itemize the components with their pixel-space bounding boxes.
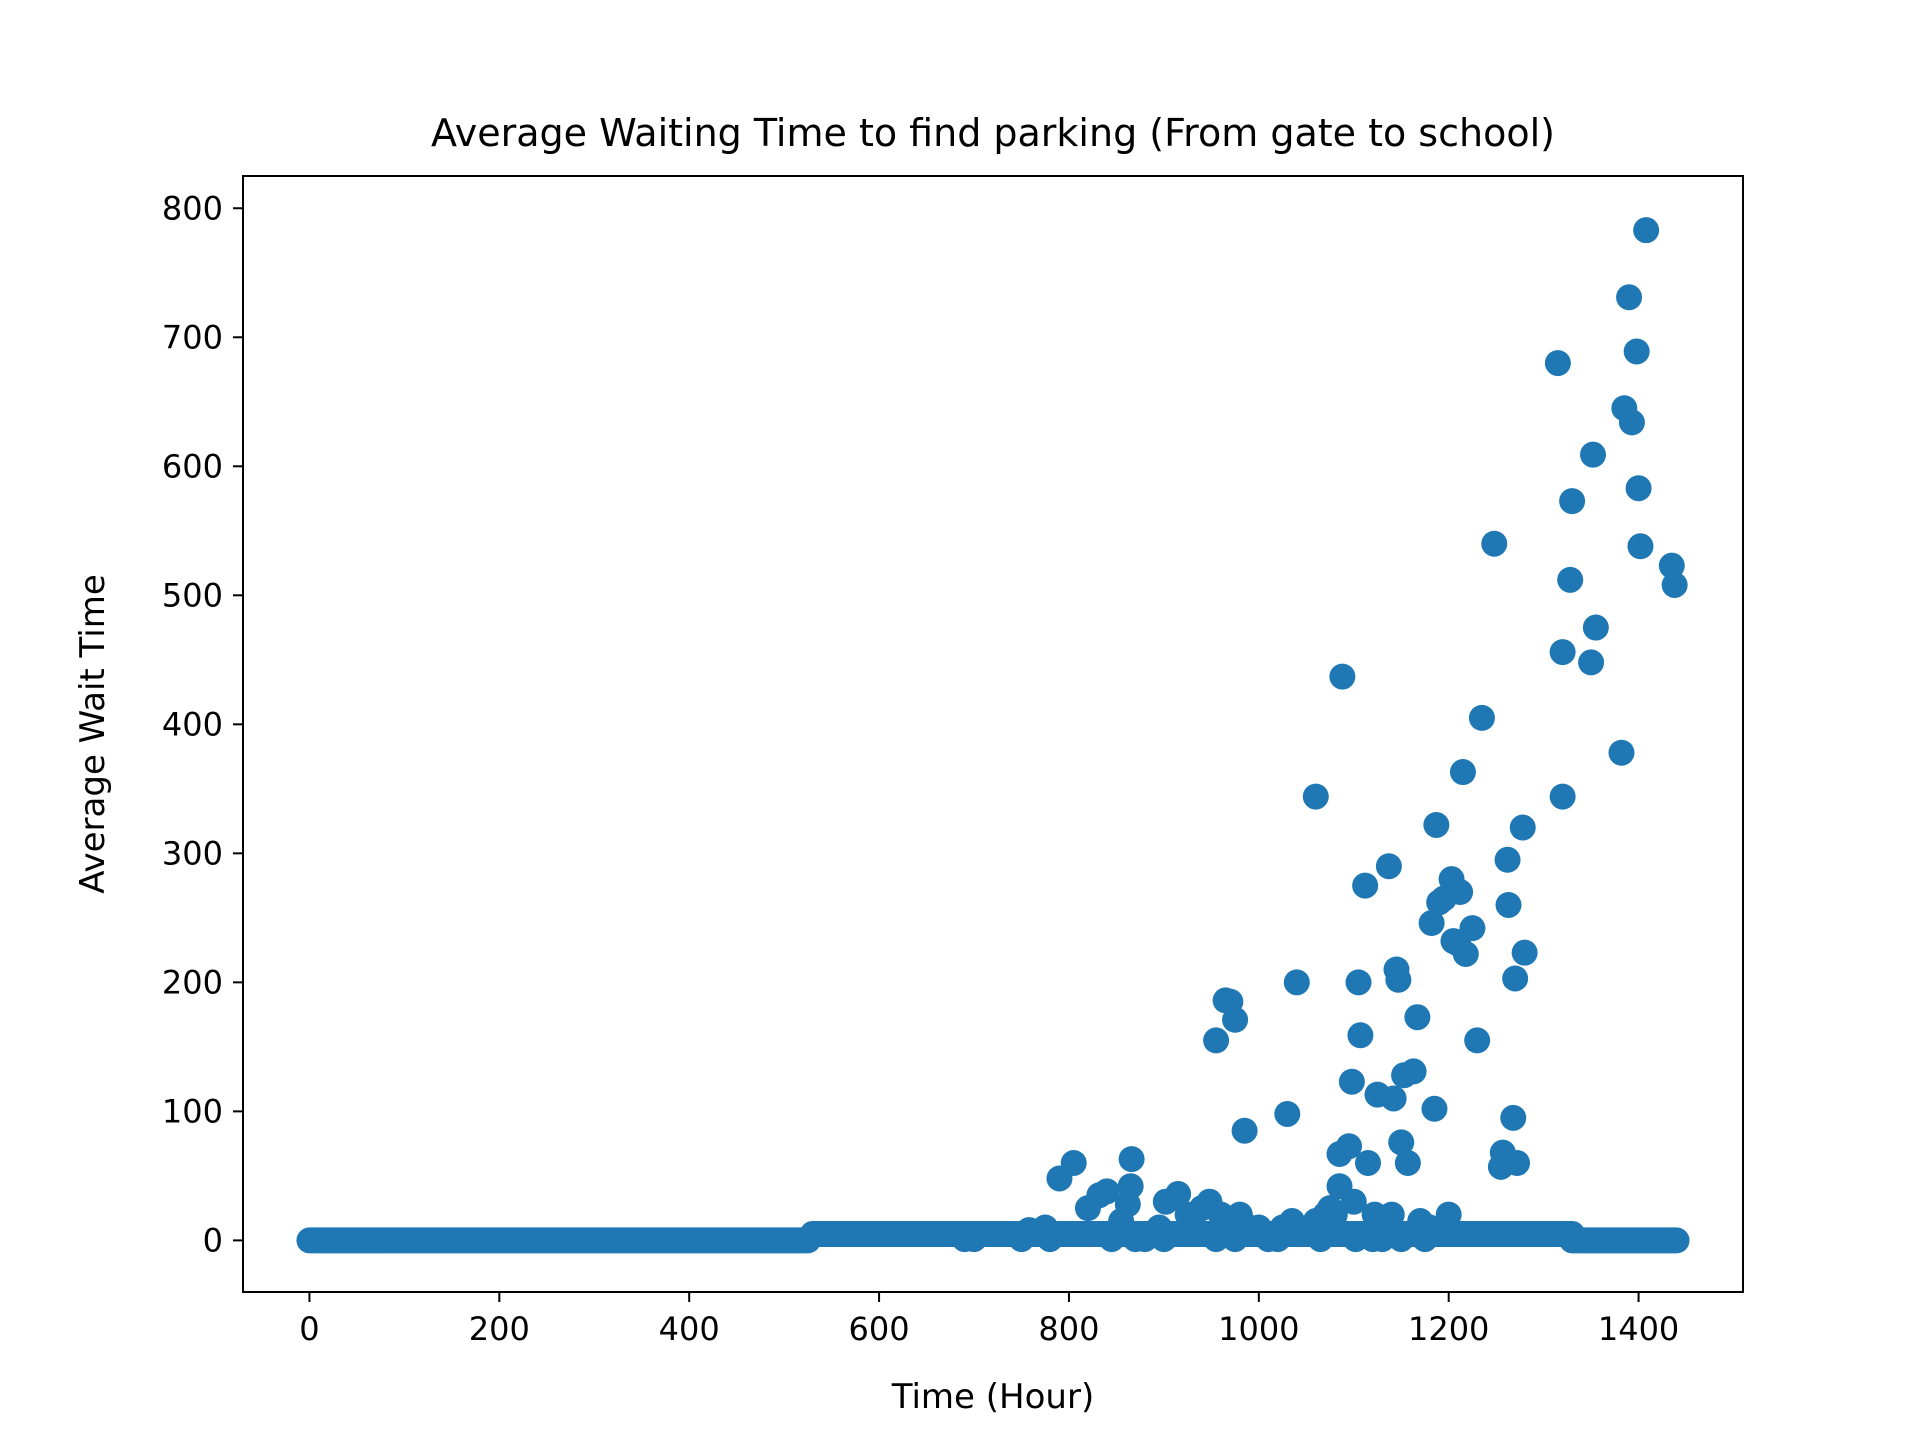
x-tick-label: 400 — [659, 1310, 720, 1348]
data-point — [1118, 1146, 1145, 1173]
data-point — [1418, 910, 1445, 937]
data-point — [961, 1226, 988, 1253]
x-tick-label: 1000 — [1218, 1310, 1299, 1348]
x-tick-label: 0 — [299, 1310, 319, 1348]
data-point — [1274, 1100, 1301, 1127]
data-point — [1421, 1095, 1448, 1122]
plot-area-frame — [242, 175, 1744, 1293]
data-point — [1580, 441, 1606, 468]
y-axis-label: Average Wait Time — [73, 574, 113, 894]
data-point — [1633, 217, 1660, 244]
data-point — [1549, 783, 1576, 810]
data-point — [1449, 759, 1476, 786]
x-axis-ticks: 0 200 400 600 800 1000 1200 1400 — [299, 1292, 1679, 1348]
data-point — [1447, 879, 1474, 906]
data-point — [1627, 533, 1654, 560]
data-point — [1369, 1226, 1396, 1253]
data-point — [1355, 1149, 1381, 1176]
data-point — [1388, 1226, 1415, 1253]
data-point — [1464, 1027, 1491, 1054]
data-point — [1307, 1226, 1334, 1253]
data-point — [1388, 1129, 1415, 1156]
data-point — [1400, 1058, 1427, 1085]
data-point — [1578, 649, 1605, 676]
data-point — [1203, 1027, 1230, 1054]
data-point — [1283, 969, 1310, 996]
data-point — [1616, 284, 1643, 311]
data-point — [1378, 1201, 1405, 1228]
x-tick-label: 800 — [1038, 1310, 1099, 1348]
x-tick-label: 600 — [849, 1310, 910, 1348]
data-point — [1345, 969, 1372, 996]
data-point — [1504, 1149, 1531, 1176]
data-point — [1336, 1133, 1363, 1160]
data-point — [1481, 530, 1508, 557]
data-point — [1544, 350, 1571, 377]
data-point — [1231, 1117, 1258, 1144]
data-point — [1207, 1201, 1234, 1228]
data-point — [1347, 1022, 1374, 1049]
y-tick-label: 700 — [162, 318, 223, 356]
data-point — [1150, 1226, 1177, 1253]
data-point — [1495, 891, 1522, 918]
y-tick-label: 400 — [162, 705, 223, 743]
data-point — [1302, 783, 1329, 810]
data-point — [1404, 1004, 1431, 1031]
data-point — [1203, 1226, 1230, 1253]
data-point — [1661, 571, 1688, 598]
data-point — [1385, 966, 1412, 993]
y-tick-label: 500 — [162, 576, 223, 614]
data-point — [1582, 614, 1609, 641]
x-axis-label: Time (Hour) — [891, 1377, 1094, 1417]
data-point — [1117, 1173, 1144, 1200]
data-point — [1557, 566, 1584, 593]
data-point — [1340, 1188, 1367, 1215]
chart-title: Average Waiting Time to find parking (Fr… — [431, 111, 1555, 155]
data-point — [1500, 1104, 1527, 1131]
data-point — [1468, 704, 1495, 731]
data-point — [1625, 475, 1652, 502]
data-point — [1509, 814, 1536, 841]
data-point — [1435, 1201, 1462, 1228]
data-point — [1452, 940, 1479, 967]
data-point — [1036, 1226, 1063, 1253]
data-point — [1459, 915, 1486, 942]
data-point — [1093, 1178, 1120, 1205]
data-point — [1559, 488, 1586, 515]
y-tick-label: 800 — [162, 189, 223, 227]
y-tick-label: 100 — [162, 1092, 223, 1130]
y-tick-label: 0 — [203, 1221, 223, 1259]
data-point — [1494, 846, 1521, 873]
data-point — [1658, 552, 1685, 579]
data-point — [1352, 872, 1379, 899]
data-points — [296, 217, 1690, 1254]
x-tick-label: 200 — [469, 1310, 530, 1348]
data-point — [1423, 811, 1450, 838]
data-point — [1623, 338, 1650, 365]
data-point — [1549, 639, 1576, 666]
data-point — [1380, 1085, 1407, 1112]
data-point — [1618, 409, 1645, 436]
data-point — [1608, 739, 1635, 766]
y-axis-ticks: 0 100 200 300 400 500 600 700 800 — [162, 189, 243, 1259]
data-point — [1329, 663, 1356, 690]
data-point — [1511, 939, 1538, 966]
data-point — [1222, 1006, 1249, 1033]
data-point — [1502, 965, 1529, 992]
y-tick-label: 200 — [162, 963, 223, 1001]
data-point — [1375, 853, 1402, 880]
data-point — [1321, 1201, 1348, 1228]
x-tick-label: 1200 — [1408, 1310, 1489, 1348]
y-tick-label: 600 — [162, 447, 223, 485]
x-tick-label: 1400 — [1598, 1310, 1679, 1348]
data-point — [1060, 1149, 1087, 1176]
y-tick-label: 300 — [162, 834, 223, 872]
data-point — [1416, 1214, 1443, 1241]
data-point — [1394, 1149, 1421, 1176]
data-point — [1165, 1180, 1192, 1207]
data-point — [1338, 1068, 1365, 1095]
